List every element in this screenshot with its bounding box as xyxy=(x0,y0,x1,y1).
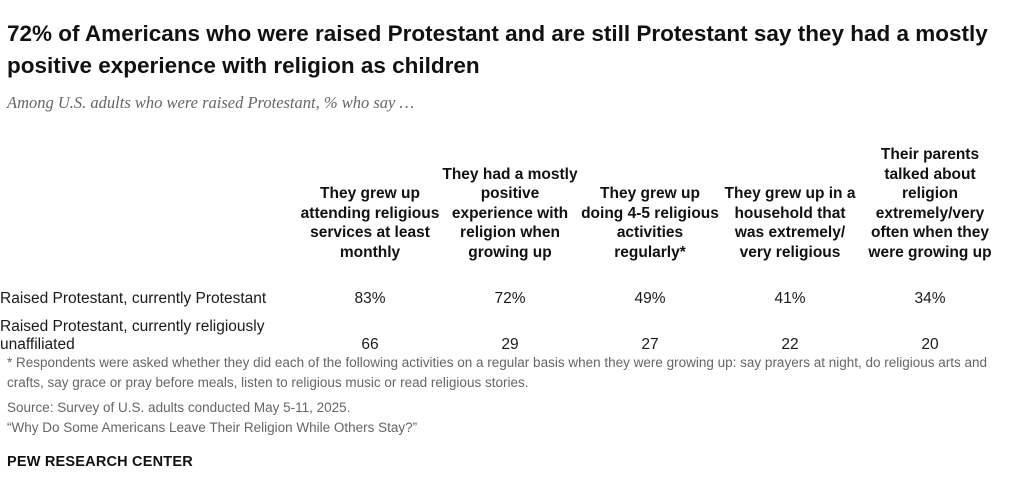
pew-research-center-logo: PEW RESEARCH CENTER xyxy=(7,454,193,470)
data-cell: 27 xyxy=(641,336,659,353)
header-row: They grew up attending religious service… xyxy=(0,145,1000,262)
report-title: “Why Do Some Americans Leave Their Relig… xyxy=(7,420,418,435)
data-table: They grew up attending religious service… xyxy=(0,145,1000,354)
data-cell: 34% xyxy=(914,290,946,307)
row-label: Raised Protestant, currently Protestant xyxy=(0,290,267,307)
chart-subtitle: Among U.S. adults who were raised Protes… xyxy=(7,93,415,112)
row-label-header xyxy=(0,145,300,262)
column-header-positive-experience: They had a mostly positive experience wi… xyxy=(442,165,578,261)
table-row: Raised Protestant, currently religiously… xyxy=(0,308,1000,354)
data-cell: 22 xyxy=(781,336,799,353)
table-row: Raised Protestant, currently Protestant … xyxy=(0,262,1000,308)
data-cell: 83% xyxy=(354,290,386,307)
column-header-parents-talked: Their parents talked about religion extr… xyxy=(868,146,992,261)
chart-title: 72% of Americans who were raised Protest… xyxy=(7,21,988,78)
source-note: Source: Survey of U.S. adults conducted … xyxy=(7,400,351,415)
footnote: * Respondents were asked whether they di… xyxy=(7,355,988,390)
data-cell: 66 xyxy=(361,336,379,353)
data-cell: 72% xyxy=(494,290,526,307)
data-cell: 20 xyxy=(921,336,939,353)
column-header-religious-household: They grew up in a household that was ext… xyxy=(724,185,856,261)
data-cell: 29 xyxy=(501,336,519,353)
row-label: Raised Protestant, currently religiously… xyxy=(0,318,265,353)
data-cell: 49% xyxy=(634,290,666,307)
column-header-religious-activities: They grew up doing 4-5 religious activit… xyxy=(581,185,719,261)
data-cell: 41% xyxy=(774,290,806,307)
column-header-monthly-services: They grew up attending religious service… xyxy=(300,185,440,261)
